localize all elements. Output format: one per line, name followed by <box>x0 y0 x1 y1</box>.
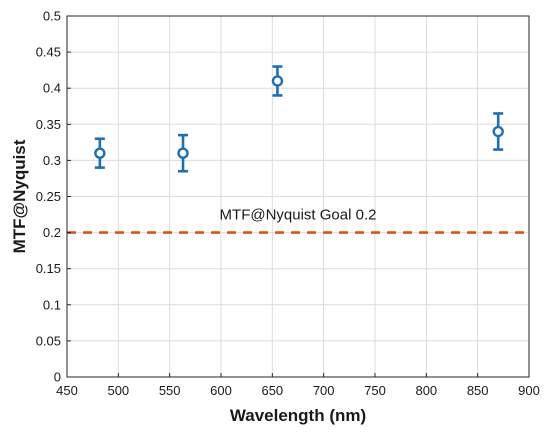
data-point-marker <box>492 125 504 138</box>
data-point-marker <box>177 147 189 159</box>
data-point-marker <box>271 75 284 87</box>
x-tick-label: 900 <box>518 383 540 398</box>
y-axis-label: MTF@Nyquist <box>10 139 29 253</box>
y-tick-label: 0.45 <box>36 45 61 60</box>
y-tick-label: 0.2 <box>43 225 61 240</box>
data-point-marker <box>94 147 106 159</box>
x-tick-label: 850 <box>467 383 489 398</box>
data-points <box>94 75 504 159</box>
y-tick-label: 0.35 <box>36 117 61 132</box>
y-tick-label: 0.3 <box>43 153 61 168</box>
y-axis-ticks: 0 0.05 0.1 0.15 0.2 0.25 0.3 0.35 0.4 0.45 0.5 <box>36 9 71 385</box>
x-axis-label: Wavelength (nm) <box>230 406 366 425</box>
y-tick-label: 0.1 <box>43 297 61 312</box>
y-tick-label: 0.25 <box>36 189 61 204</box>
x-tick-label: 600 <box>210 383 232 398</box>
x-tick-label: 550 <box>159 383 181 398</box>
gridlines <box>66 15 530 378</box>
y-tick-label: 0 <box>54 370 61 385</box>
x-tick-label: 500 <box>107 383 129 398</box>
x-tick-label: 650 <box>261 383 283 398</box>
goal-annotation: MTF@Nyquist Goal 0.2 <box>220 207 377 224</box>
x-tick-label: 450 <box>56 383 78 398</box>
x-tick-label: 800 <box>415 383 437 398</box>
x-tick-label: 700 <box>313 383 335 398</box>
y-tick-label: 0.4 <box>43 81 61 96</box>
y-tick-label: 0.5 <box>43 9 61 24</box>
y-tick-label: 0.15 <box>36 261 61 276</box>
x-tick-label: 750 <box>364 383 386 398</box>
x-axis-ticks: 450 500 550 600 650 700 750 800 850 900 <box>56 373 540 398</box>
y-tick-label: 0.05 <box>36 333 61 348</box>
